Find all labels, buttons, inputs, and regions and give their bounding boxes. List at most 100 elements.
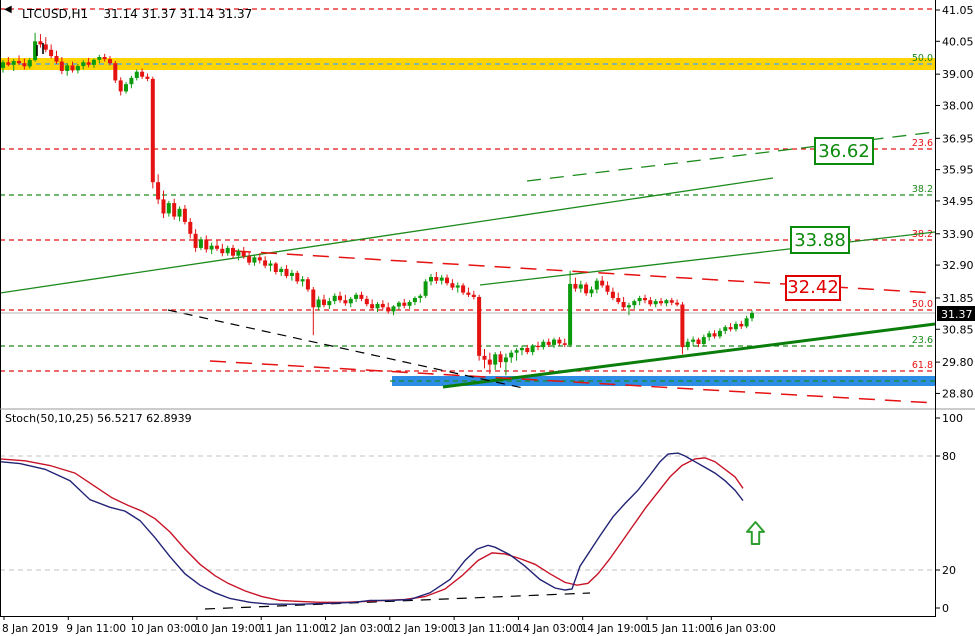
candle-48: [257, 253, 262, 264]
green-support-thick[interactable]: [442, 322, 936, 389]
candle-106: [568, 270, 573, 348]
up-arrow-icon[interactable]: [746, 521, 765, 545]
time-axis-label-11: 16 Jan 03:00: [709, 623, 775, 635]
candle-6: [33, 32, 38, 62]
time-axis-label-7: 13 Jan 11:00: [452, 623, 518, 635]
green-trendline-a[interactable]: [0, 177, 774, 294]
candle-30: [161, 190, 166, 219]
chart-title: LTCUSD,H1 31.14 31.37 31.14 31.37: [22, 7, 252, 21]
candle-32: [172, 198, 177, 220]
current-price-tag: [937, 306, 975, 321]
candle-119: [637, 295, 642, 306]
candle-108: [578, 280, 583, 293]
candle-91: [487, 352, 492, 374]
candle-64: [343, 294, 348, 306]
candle-53: [284, 265, 289, 279]
price-target-box-32.42[interactable]: [785, 275, 841, 301]
candle-45: [241, 246, 246, 259]
candle-98: [525, 344, 530, 355]
candle-139: [744, 315, 749, 329]
candle-51: [273, 262, 278, 275]
candle-68: [364, 295, 369, 307]
candle-92: [493, 352, 498, 370]
candle-14: [75, 64, 80, 74]
fib-level-label-50.0: 50.0: [912, 53, 933, 64]
candle-72: [386, 302, 391, 314]
candle-21: [113, 61, 118, 83]
candle-138: [739, 320, 744, 329]
candle-61: [327, 298, 332, 309]
candle-82: [439, 275, 444, 285]
candle-124: [664, 298, 669, 307]
candle-3: [17, 55, 21, 65]
candle-94: [503, 353, 508, 376]
candle-28: [150, 76, 155, 189]
time-axis-label-9: 14 Jan 19:00: [581, 623, 647, 635]
candle-10: [54, 50, 59, 65]
candle-93: [498, 351, 503, 368]
candle-116: [621, 297, 626, 311]
time-axis-label-6: 12 Jan 19:00: [388, 623, 454, 635]
symbol-marker-icon: ◀: [4, 4, 12, 15]
stoch-axis-label-0: 0: [942, 602, 949, 615]
time-axis-label-0: 8 Jan 2019: [2, 623, 58, 635]
candle-38: [204, 235, 209, 253]
candle-17: [91, 58, 96, 68]
candle-42: [225, 245, 230, 256]
candle-85: [455, 282, 460, 293]
candle-27: [145, 73, 150, 82]
candle-76: [407, 300, 412, 309]
candle-60: [322, 294, 326, 308]
candle-135: [723, 325, 728, 334]
price-axis-label-35.95: 35.95: [942, 164, 974, 177]
candle-52: [279, 266, 284, 277]
price-target-label-33.88: 33.88: [794, 230, 846, 251]
fib-level-label-38.2: 38.2: [912, 184, 933, 195]
black-dashed-trendline[interactable]: [167, 309, 524, 389]
yellow-resistance-band[interactable]: [0, 58, 935, 70]
price-axis-label-39.00: 39.00: [942, 68, 974, 81]
candle-40: [215, 240, 219, 251]
candle-55: [295, 270, 300, 284]
green-trendline-b[interactable]: [479, 231, 936, 286]
red-channel-lower[interactable]: [209, 360, 936, 404]
candle-47: [252, 255, 257, 266]
candle-35: [188, 218, 193, 239]
candle-121: [648, 297, 653, 307]
candle-9: [49, 44, 54, 59]
candle-22: [118, 77, 123, 96]
candle-120: [643, 294, 647, 304]
candle-69: [370, 299, 375, 311]
candle-97: [519, 345, 524, 356]
candle-75: [402, 298, 407, 309]
candle-19: [102, 53, 107, 62]
price-target-box-33.88[interactable]: [790, 226, 850, 254]
candle-84: [450, 279, 455, 291]
candle-88: [471, 290, 476, 300]
price-axis-label-31.85: 31.85: [942, 292, 974, 305]
stoch-axis-label-80: 80: [942, 450, 956, 463]
candle-79: [423, 279, 428, 298]
candle-63: [338, 291, 342, 303]
fib-level-label-38.2: 38.2: [912, 229, 933, 240]
candle-4: [22, 58, 27, 70]
candle-87: [466, 287, 471, 297]
time-axis-label-5: 12 Jan 03:00: [324, 623, 390, 635]
candle-96: [514, 348, 519, 361]
price-axis-label-29.80: 29.80: [942, 356, 974, 369]
candle-34: [182, 205, 187, 225]
candle-123: [659, 298, 663, 306]
fib-level-label-23.6: 23.6: [912, 335, 933, 346]
stoch-axis-label-20: 20: [942, 564, 956, 577]
candle-20: [108, 56, 112, 66]
candle-112: [600, 276, 605, 288]
candle-109: [584, 282, 589, 296]
price-target-box-36.62[interactable]: [814, 137, 874, 165]
candle-31: [166, 200, 171, 217]
candle-140: [750, 310, 754, 322]
candle-36: [193, 229, 198, 252]
candle-134: [717, 328, 722, 339]
candle-16: [86, 57, 91, 68]
